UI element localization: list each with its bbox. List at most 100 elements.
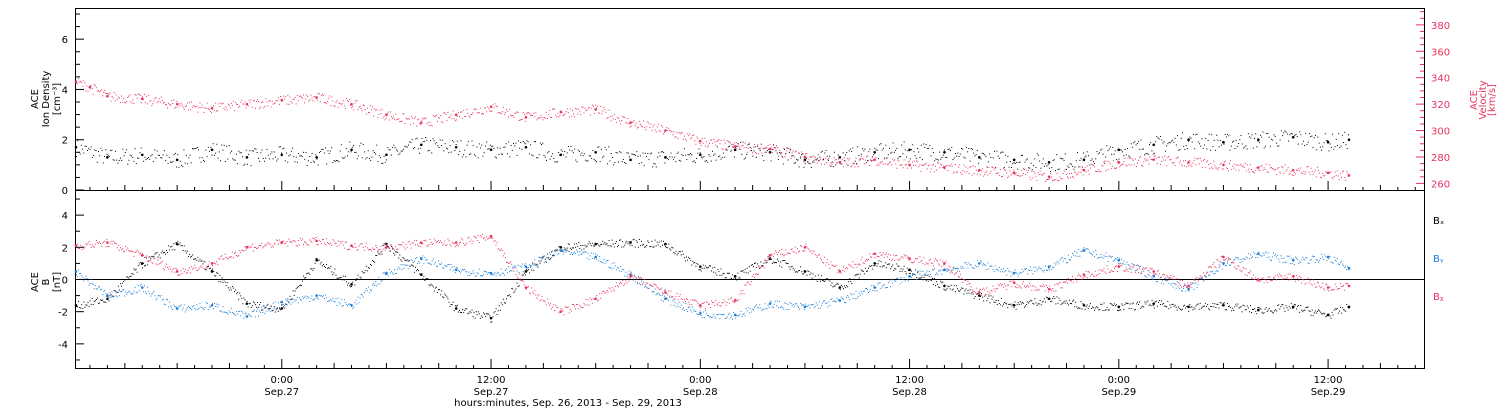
velocity-dot — [81, 81, 83, 83]
density-dot — [664, 162, 666, 164]
bx-dot — [214, 275, 216, 277]
velocity-dot — [1164, 155, 1166, 157]
by-dot — [1199, 277, 1201, 279]
by-dot — [621, 270, 623, 272]
density-dot — [649, 153, 651, 155]
velocity-dot — [596, 107, 598, 109]
velocity-dot — [222, 102, 224, 104]
velocity-dot — [1304, 173, 1306, 175]
density-dot — [453, 141, 455, 143]
bx-dot — [1177, 306, 1179, 308]
velocity-dot — [267, 105, 269, 107]
velocity-dot — [569, 108, 571, 110]
bx-dot — [1237, 303, 1239, 305]
velocity-dot — [1043, 172, 1045, 174]
velocity-dot — [330, 105, 332, 107]
bx-dot — [523, 272, 525, 274]
velocity-dot — [670, 130, 672, 132]
bx-dot — [259, 304, 261, 306]
velocity-dot — [955, 172, 957, 174]
bx-dot — [400, 259, 402, 261]
velocity-dot — [359, 105, 361, 107]
bx-dot — [435, 286, 437, 288]
by-dot — [883, 283, 885, 285]
by-dot — [857, 296, 859, 298]
density-dot — [467, 141, 469, 143]
bx-dot — [765, 262, 767, 264]
velocity-dot — [1275, 168, 1277, 170]
bx-dot — [1161, 300, 1163, 302]
velocity-dot — [1127, 157, 1129, 159]
by-dot — [1178, 288, 1180, 290]
velocity-point — [943, 166, 946, 169]
density-dot — [669, 156, 671, 158]
bx-dot — [1003, 303, 1005, 305]
by-dot — [758, 307, 760, 309]
by-dot — [371, 290, 373, 292]
velocity-dot — [96, 90, 98, 92]
by-dot — [551, 257, 553, 259]
bx-dot — [126, 276, 128, 278]
by-dot — [375, 280, 377, 282]
by-dot — [1118, 262, 1120, 264]
velocity-dot — [295, 103, 297, 105]
by-dot — [87, 280, 89, 282]
by-dot — [132, 293, 134, 295]
by-dot — [879, 282, 881, 284]
by-dot — [811, 304, 813, 306]
bx-dot — [1029, 300, 1031, 302]
by-dot — [952, 266, 954, 268]
bx-dot — [611, 239, 613, 241]
bx-dot — [1149, 303, 1151, 305]
velocity-dot — [306, 94, 308, 96]
density-dot — [215, 152, 217, 154]
bx-dot — [411, 264, 413, 266]
velocity-dot — [1196, 158, 1198, 160]
velocity-dot — [229, 107, 231, 109]
velocity-dot — [830, 162, 832, 164]
by-dot — [496, 272, 498, 274]
bx-dot — [492, 316, 494, 318]
density-dot — [494, 156, 496, 158]
density-dot — [748, 143, 750, 145]
bx-dot — [975, 293, 977, 295]
velocity-dot — [971, 174, 973, 176]
bx-dot — [1275, 309, 1277, 311]
bx-dot — [357, 274, 359, 276]
by-dot — [1098, 256, 1100, 258]
velocity-dot — [925, 162, 927, 164]
velocity-dot — [1052, 180, 1054, 182]
top-left-tick-label: 6 — [62, 35, 68, 46]
by-dot — [91, 282, 93, 284]
bx-dot — [1210, 305, 1212, 307]
bx-dot — [525, 268, 527, 270]
velocity-dot — [89, 88, 91, 90]
bx-dot — [1073, 299, 1075, 301]
bx-dot — [1234, 306, 1236, 308]
density-dot — [1245, 145, 1247, 147]
density-dot — [112, 159, 114, 161]
density-point — [1012, 158, 1016, 162]
density-dot — [1067, 165, 1069, 167]
density-dot — [1068, 166, 1070, 168]
density-dot — [410, 141, 412, 143]
bx-dot — [127, 276, 129, 278]
by-dot — [179, 305, 181, 307]
by-dot — [273, 307, 275, 309]
by-point — [454, 268, 458, 272]
by-dot — [933, 268, 935, 270]
velocity-dot — [174, 107, 176, 109]
by-dot — [777, 300, 779, 302]
velocity-dot — [1102, 165, 1104, 167]
velocity-dot — [741, 145, 743, 147]
bx-dot — [258, 306, 260, 308]
velocity-dot — [1307, 166, 1309, 168]
by-dot — [604, 263, 606, 265]
bx-dot — [203, 260, 205, 262]
bx-dot — [567, 243, 569, 245]
density-dot — [1183, 145, 1185, 147]
top-right-tick-label: 380 — [1431, 21, 1450, 32]
by-dot — [1028, 269, 1030, 271]
bx-dot — [766, 261, 768, 263]
density-dot — [571, 150, 573, 152]
